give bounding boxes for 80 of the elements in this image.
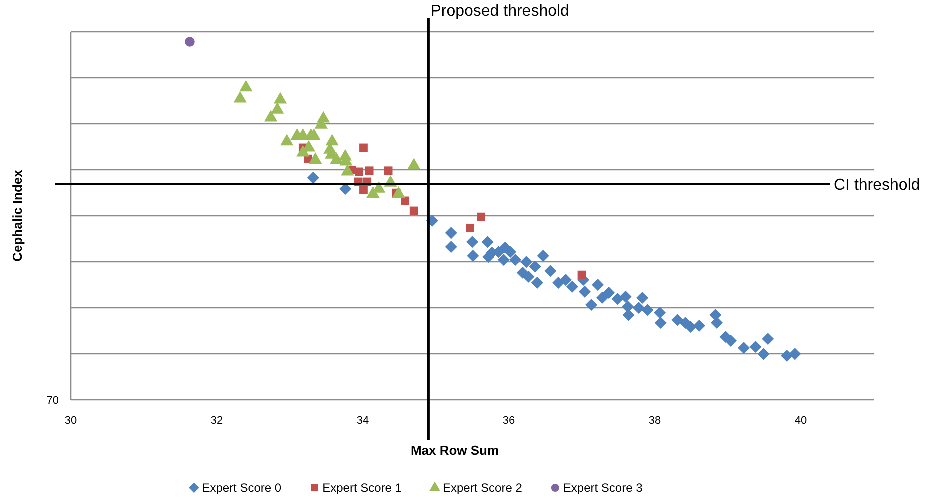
point xyxy=(560,274,572,286)
legend-label: Expert Score 3 xyxy=(563,481,644,495)
point xyxy=(620,290,632,303)
point xyxy=(264,110,278,122)
point xyxy=(307,172,320,184)
point xyxy=(522,270,535,283)
point xyxy=(566,280,579,293)
point xyxy=(592,279,604,292)
x-axis-title: Max Row Sum xyxy=(410,443,500,458)
point xyxy=(672,314,684,326)
point xyxy=(654,306,666,320)
legend-label: Expert Score 0 xyxy=(202,481,282,495)
x-tick-label: 34 xyxy=(356,415,370,427)
point xyxy=(585,299,598,312)
point xyxy=(271,102,284,114)
point xyxy=(326,134,339,146)
point xyxy=(578,270,586,280)
point xyxy=(240,80,253,92)
point xyxy=(365,166,374,176)
point xyxy=(410,206,418,216)
point xyxy=(330,152,344,164)
point xyxy=(274,92,288,104)
point xyxy=(366,186,380,198)
x-tick-label: 32 xyxy=(210,415,224,427)
point xyxy=(537,250,550,262)
point xyxy=(392,186,406,198)
point xyxy=(738,342,750,354)
x-tick-label: 30 xyxy=(64,415,78,427)
point xyxy=(445,241,458,254)
point xyxy=(408,158,421,170)
point xyxy=(401,196,410,206)
point xyxy=(578,286,591,298)
point xyxy=(596,292,608,304)
point xyxy=(504,246,516,258)
point xyxy=(636,292,649,304)
point xyxy=(750,340,762,354)
point xyxy=(789,348,802,360)
text: 70 xyxy=(46,395,59,407)
point xyxy=(612,293,624,306)
point xyxy=(711,317,724,330)
point xyxy=(642,304,654,316)
point xyxy=(355,168,364,176)
point xyxy=(280,134,294,146)
point xyxy=(384,166,393,176)
point xyxy=(477,212,486,222)
point xyxy=(758,348,770,360)
point xyxy=(467,250,480,262)
point xyxy=(762,333,774,346)
point xyxy=(466,224,474,232)
point xyxy=(498,254,510,266)
point xyxy=(724,334,737,347)
point xyxy=(602,286,616,299)
point xyxy=(520,256,533,268)
point xyxy=(296,145,310,157)
point xyxy=(445,227,458,240)
ref-line-label: Proposed threshold xyxy=(430,3,570,20)
y-axis-title: Cephalic Index xyxy=(10,169,25,262)
x-tick-label: 40 xyxy=(794,415,808,427)
point xyxy=(482,236,494,248)
point xyxy=(308,152,322,164)
point xyxy=(341,164,354,176)
point xyxy=(694,320,706,332)
legend-label: Expert Score 1 xyxy=(322,481,402,495)
point xyxy=(684,320,697,333)
point xyxy=(529,260,542,273)
point xyxy=(544,265,557,278)
x-tick-label: 36 xyxy=(502,415,516,427)
point xyxy=(510,254,522,266)
point xyxy=(339,183,352,196)
point xyxy=(234,91,247,103)
point xyxy=(360,144,368,152)
x-tick-label: 38 xyxy=(648,415,662,427)
point xyxy=(632,302,645,314)
point xyxy=(531,276,544,289)
point xyxy=(622,309,635,322)
point xyxy=(466,236,479,248)
ref-line-label: CI threshold xyxy=(834,177,920,194)
point xyxy=(654,317,667,330)
point xyxy=(360,186,368,194)
legend-label: Expert Score 2 xyxy=(443,481,523,495)
